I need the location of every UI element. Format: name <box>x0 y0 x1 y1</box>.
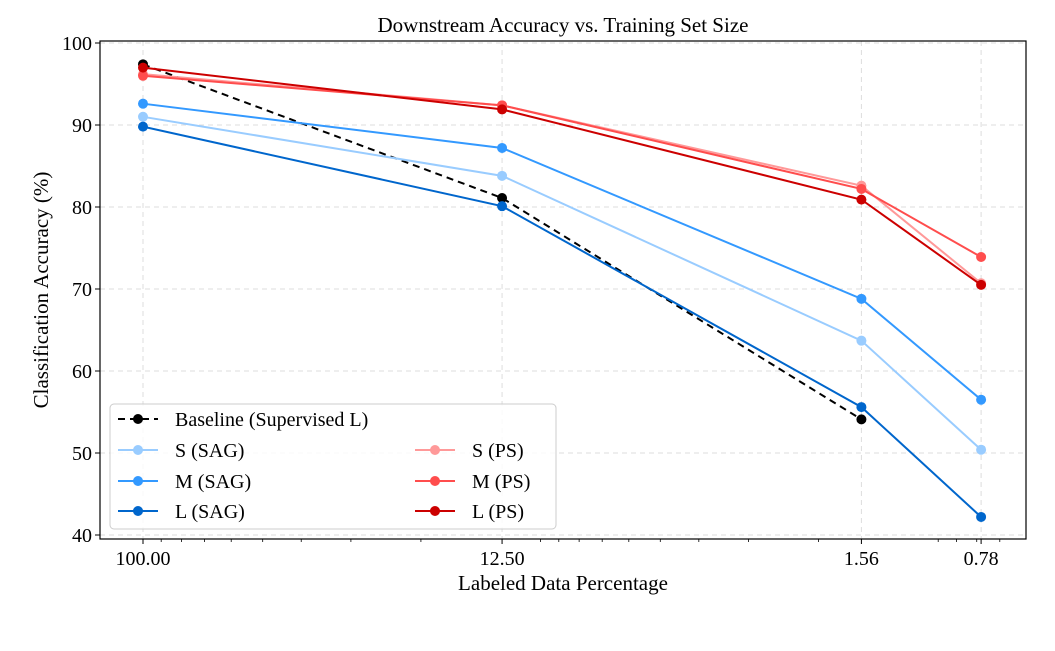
legend-label: M (SAG) <box>175 471 251 493</box>
series-line <box>142 115 982 451</box>
data-point <box>856 414 867 425</box>
series-line <box>142 125 982 518</box>
data-point <box>497 170 508 181</box>
series-s-sag- <box>138 111 987 455</box>
series-line <box>142 66 982 286</box>
series-line <box>142 63 862 421</box>
data-point <box>138 70 148 81</box>
legend-marker <box>133 506 143 516</box>
legend-marker <box>430 445 440 455</box>
data-point <box>856 402 867 413</box>
data-point <box>138 121 148 132</box>
data-point <box>976 252 987 263</box>
data-point <box>497 201 508 212</box>
data-point <box>976 444 987 455</box>
x-tick-label: 1.56 <box>844 548 879 570</box>
data-point <box>138 111 148 122</box>
legend-label: L (PS) <box>472 501 524 523</box>
y-tick-label: 80 <box>72 197 92 219</box>
series-s-ps- <box>138 69 987 289</box>
legend-label: M (PS) <box>472 471 530 493</box>
y-tick-label: 90 <box>72 115 92 137</box>
series-group <box>138 59 987 522</box>
data-point <box>856 194 867 205</box>
x-axis-label: Labeled Data Percentage <box>458 571 668 595</box>
data-point <box>856 293 867 304</box>
legend-marker <box>133 445 143 455</box>
data-point <box>976 394 987 405</box>
legend-marker <box>133 414 143 424</box>
legend-label: L (SAG) <box>175 501 245 523</box>
y-tick-label: 100 <box>62 33 92 55</box>
legend-box <box>109 403 557 530</box>
chart-title: Downstream Accuracy vs. Training Set Siz… <box>378 13 749 37</box>
legend-marker <box>133 476 143 486</box>
data-point <box>138 98 148 109</box>
data-point <box>856 335 867 346</box>
data-point <box>976 279 987 290</box>
x-tick-label: 12.50 <box>480 548 525 570</box>
y-axis-label: Classification Accuracy (%) <box>29 172 53 409</box>
plot-frame <box>99 40 1027 540</box>
y-tick-label: 40 <box>72 525 92 547</box>
legend-label: S (PS) <box>472 440 524 462</box>
series-line <box>142 102 982 401</box>
legend-marker <box>430 476 440 486</box>
legend-label: Baseline (Supervised L) <box>175 409 368 431</box>
y-tick-label: 70 <box>72 279 92 301</box>
series-l-sag- <box>138 121 987 522</box>
data-point <box>856 183 867 194</box>
x-tick-label: 100.00 <box>116 548 171 570</box>
series-line <box>142 74 982 258</box>
data-point <box>976 511 987 522</box>
y-tick-label: 60 <box>72 361 92 383</box>
legend: Baseline (Supervised L) S (SAG) M (SAG) L (… <box>109 403 557 530</box>
legend-marker <box>430 506 440 516</box>
data-point <box>497 104 508 115</box>
series-l-ps- <box>138 62 987 290</box>
y-tick-label: 50 <box>72 443 92 465</box>
series-m-ps- <box>138 70 987 263</box>
data-point <box>497 192 508 203</box>
series-m-sag- <box>138 98 987 405</box>
data-point <box>138 62 148 73</box>
series-line <box>142 73 982 285</box>
data-point <box>497 142 508 153</box>
axis-ticks: 40 50 60 70 80 90 100 100.00 12.50 1.56 0.78 <box>62 33 1001 570</box>
x-tick-label: 0.78 <box>964 548 999 570</box>
legend-label: S (SAG) <box>175 440 244 462</box>
